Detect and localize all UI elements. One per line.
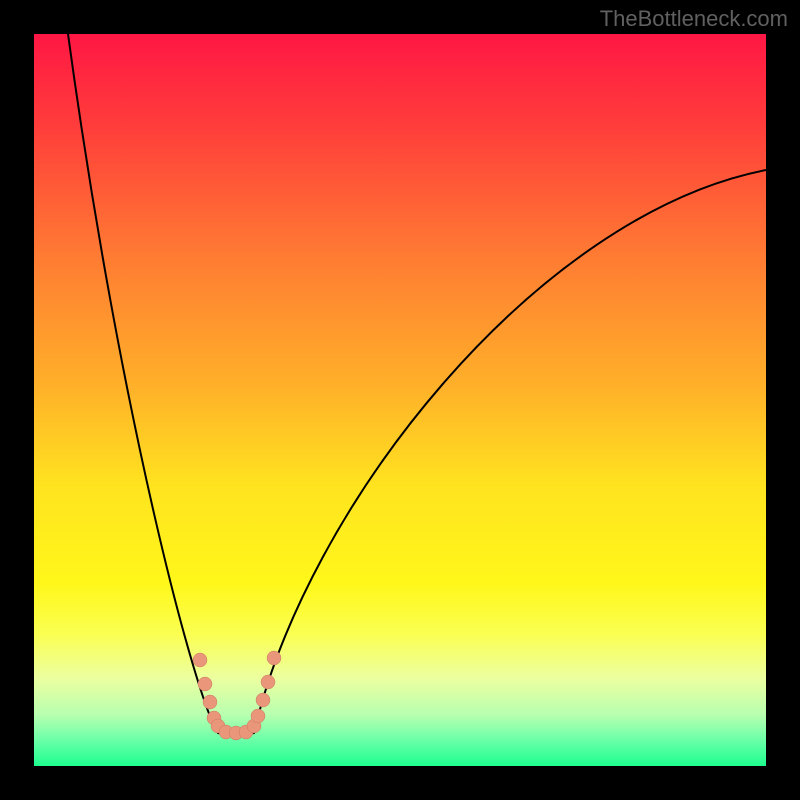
- chart-container: TheBottleneck.com: [0, 0, 800, 800]
- watermark-text: TheBottleneck.com: [600, 6, 788, 32]
- bottleneck-chart: [0, 0, 800, 800]
